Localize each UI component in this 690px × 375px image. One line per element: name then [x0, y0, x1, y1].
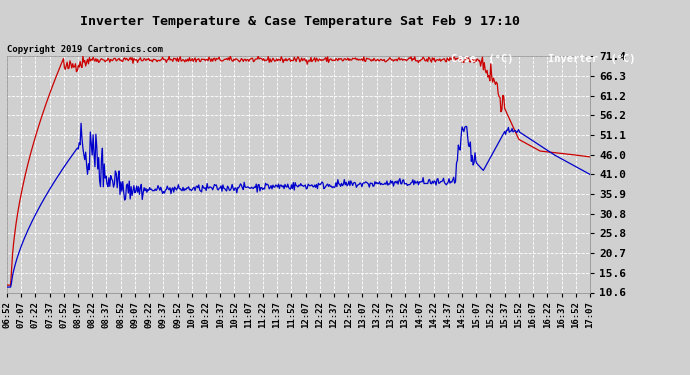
Text: Case  (°C): Case (°C)	[451, 54, 514, 64]
Text: Inverter  (°C): Inverter (°C)	[548, 54, 635, 64]
Text: Inverter Temperature & Case Temperature Sat Feb 9 17:10: Inverter Temperature & Case Temperature …	[80, 15, 520, 28]
Text: Copyright 2019 Cartronics.com: Copyright 2019 Cartronics.com	[7, 45, 163, 54]
